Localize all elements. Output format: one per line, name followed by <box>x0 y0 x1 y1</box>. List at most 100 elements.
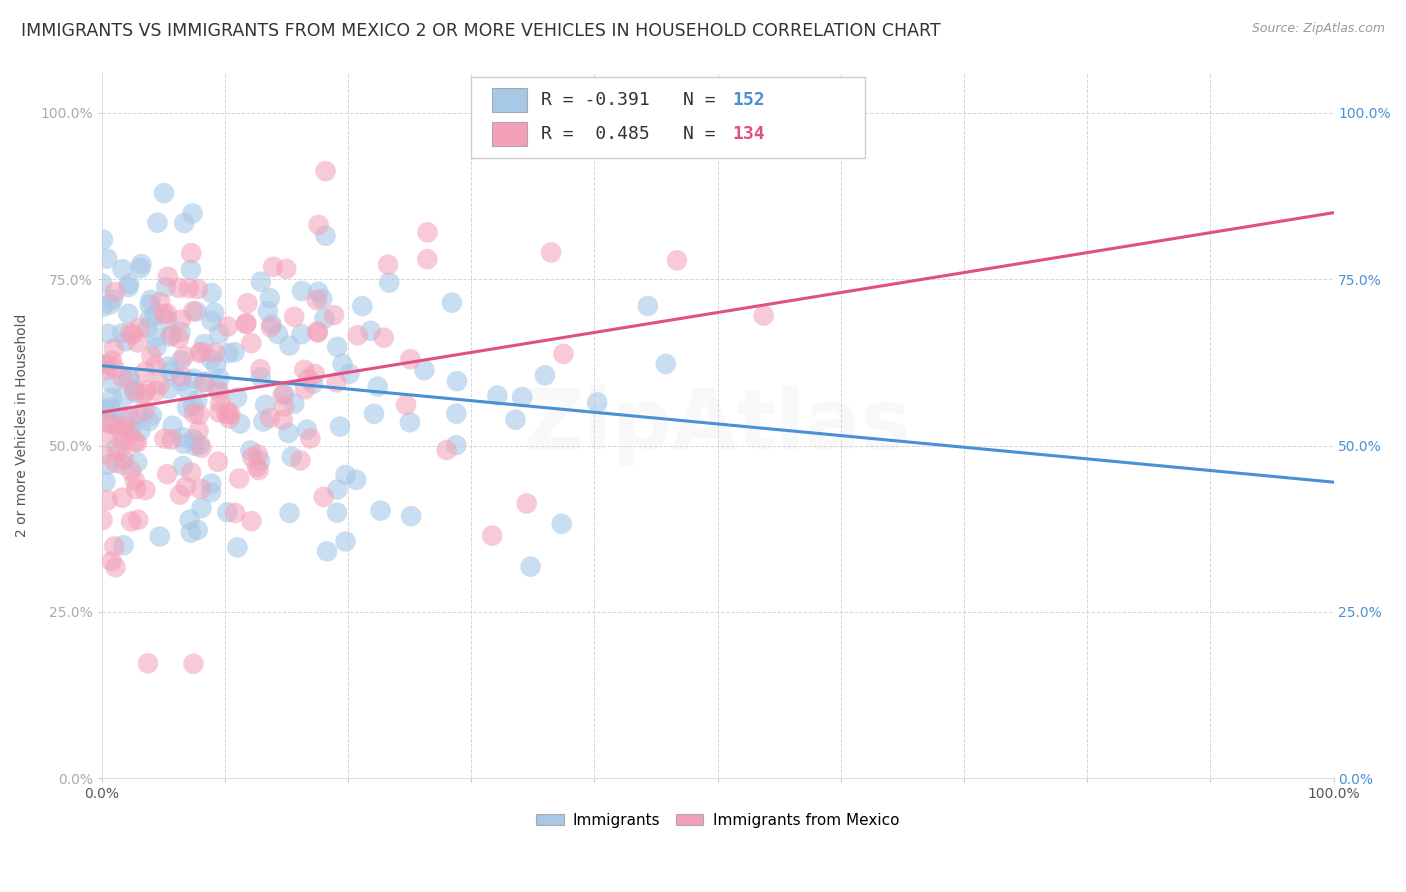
Text: R = -0.391: R = -0.391 <box>541 91 650 109</box>
Point <box>97 326 120 341</box>
Point <box>399 352 422 367</box>
Point <box>180 246 202 260</box>
Point <box>257 304 280 318</box>
Point <box>100 417 122 432</box>
Point <box>118 370 141 384</box>
Point <box>208 405 231 419</box>
Point <box>134 387 156 401</box>
Point <box>299 432 322 446</box>
Point <box>177 281 200 295</box>
Text: 152: 152 <box>733 91 765 109</box>
Legend: Immigrants, Immigrants from Mexico: Immigrants, Immigrants from Mexico <box>530 807 905 834</box>
Point <box>96 416 118 430</box>
Point <box>127 513 149 527</box>
Point <box>181 304 204 318</box>
Point <box>278 338 301 352</box>
Point <box>162 418 184 433</box>
Point <box>112 420 135 434</box>
Point <box>399 509 422 524</box>
Y-axis label: 2 or more Vehicles in Household: 2 or more Vehicles in Household <box>15 314 30 537</box>
Point <box>155 280 177 294</box>
Point <box>446 407 468 421</box>
Point <box>246 448 269 462</box>
Point <box>247 463 270 477</box>
Point <box>174 480 197 494</box>
Point <box>160 327 183 342</box>
Point <box>152 307 174 321</box>
Point <box>267 326 290 341</box>
Point <box>183 432 205 446</box>
Point <box>240 514 263 528</box>
Point <box>136 321 159 335</box>
Point <box>188 438 211 452</box>
Text: 134: 134 <box>733 125 765 143</box>
Point <box>153 432 176 446</box>
Point <box>363 407 385 421</box>
Point <box>510 390 533 404</box>
Point <box>200 476 222 491</box>
Point <box>149 295 172 310</box>
Text: ZipAtlas: ZipAtlas <box>523 385 911 467</box>
Point <box>96 252 118 266</box>
Point <box>120 464 142 478</box>
Point <box>118 277 141 291</box>
Point <box>187 523 209 537</box>
Point <box>186 393 208 408</box>
Point <box>283 396 305 410</box>
Point <box>281 450 304 464</box>
Point <box>138 312 160 326</box>
Point <box>127 455 149 469</box>
Point <box>235 317 257 331</box>
Point <box>215 407 238 421</box>
Point <box>96 358 118 372</box>
Point <box>120 326 142 340</box>
Point <box>259 291 281 305</box>
Point <box>118 373 141 387</box>
Point <box>326 506 349 520</box>
Point <box>226 391 249 405</box>
Point <box>120 515 142 529</box>
Point <box>271 413 294 427</box>
Point <box>323 308 346 322</box>
Point <box>97 427 120 442</box>
Point <box>246 460 269 475</box>
Point <box>156 467 179 482</box>
Point <box>173 216 195 230</box>
Point <box>183 372 205 386</box>
Point <box>291 284 314 298</box>
Point <box>100 554 122 568</box>
Point <box>311 292 333 306</box>
Point <box>125 482 148 496</box>
Point <box>91 513 114 527</box>
Point <box>145 340 167 354</box>
Point <box>235 316 257 330</box>
Point <box>273 400 295 414</box>
Point <box>250 275 273 289</box>
Text: N =: N = <box>683 125 727 143</box>
Point <box>121 327 143 342</box>
Point <box>307 285 329 299</box>
Point <box>112 434 135 448</box>
Point <box>295 423 318 437</box>
Point <box>236 296 259 310</box>
Point <box>104 560 127 574</box>
FancyBboxPatch shape <box>492 121 527 146</box>
Point <box>124 474 146 488</box>
Point <box>208 385 231 400</box>
Point <box>205 358 228 372</box>
Text: Source: ZipAtlas.com: Source: ZipAtlas.com <box>1251 22 1385 36</box>
Point <box>209 396 232 410</box>
Point <box>352 299 374 313</box>
Point <box>145 384 167 398</box>
Point <box>481 528 503 542</box>
Point <box>314 311 336 326</box>
Point <box>259 410 281 425</box>
Point <box>117 307 139 321</box>
Point <box>373 331 395 345</box>
Point <box>97 458 120 472</box>
Point <box>249 370 271 384</box>
Point <box>186 304 208 318</box>
Point <box>260 317 283 331</box>
Point <box>117 280 139 294</box>
Point <box>440 295 463 310</box>
